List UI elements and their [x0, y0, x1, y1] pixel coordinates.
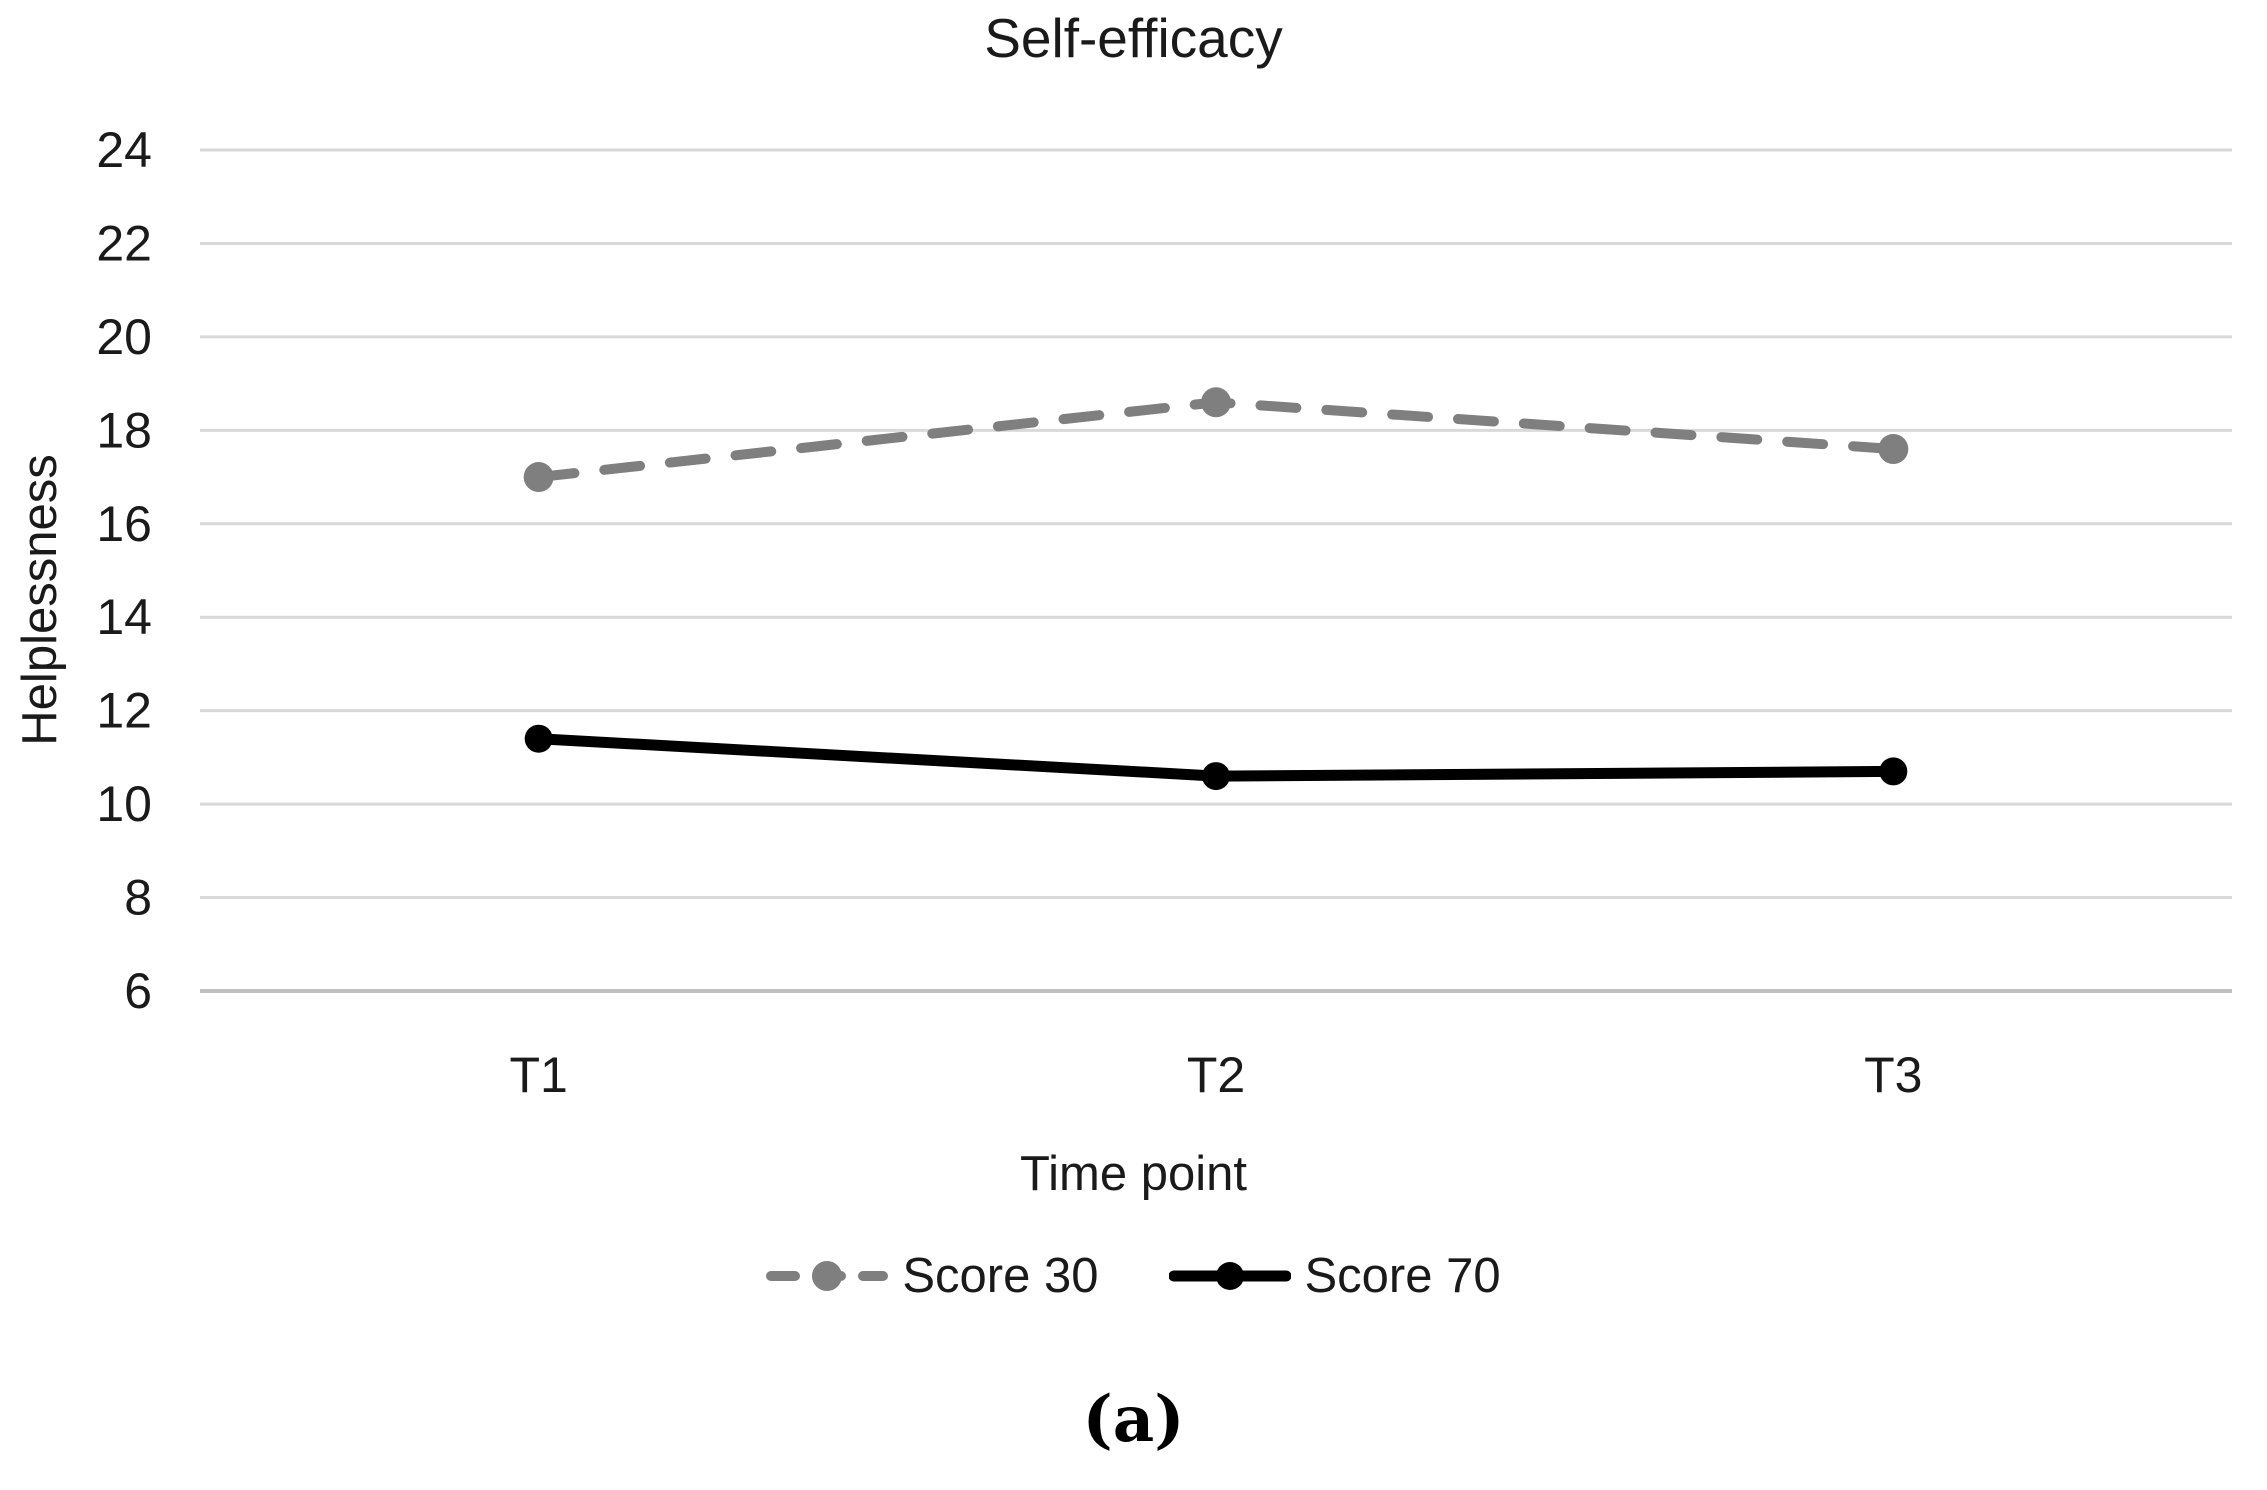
data-point-score-70-t2: [1202, 762, 1230, 791]
data-point-score-70-t1: [524, 724, 553, 753]
legend-label-score-30: Score 30: [902, 1249, 1099, 1303]
legend-line-sample-score-70: [1168, 1262, 1291, 1290]
y-tick-label: 8: [124, 870, 152, 926]
y-tick-label: 18: [96, 402, 152, 458]
y-axis-title: Helplessness: [13, 454, 67, 746]
y-tick-label: 10: [96, 776, 152, 832]
figure-caption: (a): [1082, 1382, 1185, 1457]
legend-item-score-70: Score 70: [1168, 1248, 1501, 1304]
x-tick-label: T3: [1864, 1047, 1922, 1103]
legend-item-score-30: Score 30: [766, 1248, 1099, 1304]
y-tick-label: 20: [96, 309, 152, 365]
x-tick-label: T1: [509, 1047, 567, 1103]
data-point-score-30-t1: [523, 462, 554, 493]
y-tick-label: 24: [96, 122, 152, 178]
y-tick-label: 22: [96, 215, 152, 271]
data-point-score-30-t3: [1878, 434, 1909, 465]
chart-title: Self-efficacy: [984, 7, 1283, 69]
legend-label-score-70: Score 70: [1304, 1249, 1501, 1303]
legend-line-sample-score-30: [766, 1261, 889, 1291]
y-tick-label: 14: [96, 589, 152, 645]
y-tick-label: 12: [96, 683, 152, 739]
data-point-score-70-t3: [1879, 757, 1908, 786]
legend: Score 30 Score 70: [0, 1248, 2267, 1304]
y-tick-label: 16: [96, 496, 152, 552]
y-tick-label: 6: [124, 963, 152, 1019]
x-axis-title: Time point: [1020, 1147, 1247, 1201]
x-tick-label: T2: [1187, 1047, 1245, 1103]
data-point-score-30-t2: [1201, 387, 1231, 418]
